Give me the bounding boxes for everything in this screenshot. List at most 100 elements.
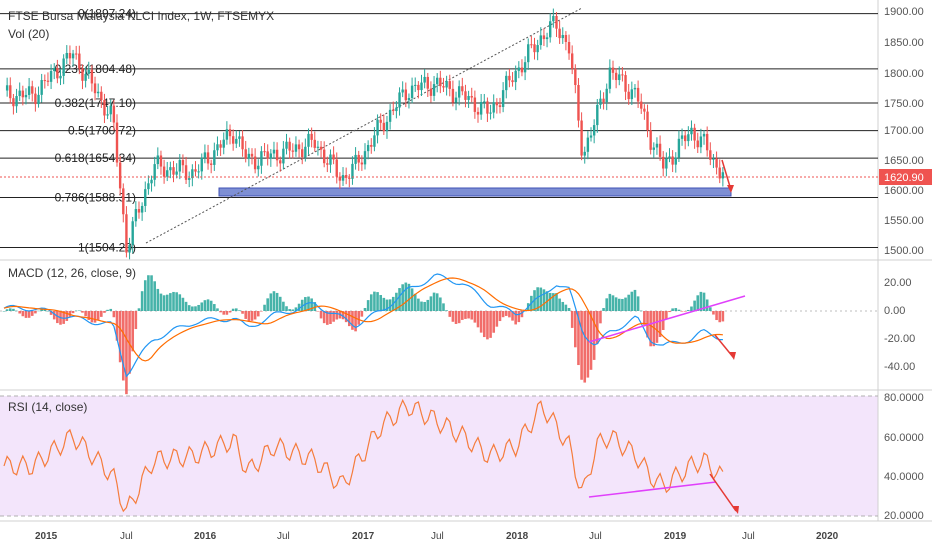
macd-histogram-bar xyxy=(200,302,204,311)
macd-histogram-bar xyxy=(655,311,659,343)
macd-histogram-bar xyxy=(71,311,75,314)
candle-body xyxy=(134,209,138,222)
macd-histogram-bar xyxy=(100,311,103,317)
macd-histogram-bar xyxy=(313,302,317,311)
macd-tick: -20.00 xyxy=(884,333,915,345)
candle-body xyxy=(150,179,153,184)
candle-body xyxy=(523,62,527,73)
macd-tick: -40.00 xyxy=(884,361,915,373)
candle-body xyxy=(605,88,608,103)
candle-body xyxy=(43,80,47,82)
candle-body xyxy=(539,35,542,46)
macd-histogram-bar xyxy=(56,311,59,324)
candle-body xyxy=(131,221,134,245)
candle-body xyxy=(257,165,260,170)
macd-histogram-bar xyxy=(683,311,687,312)
price-tick: 1500.00 xyxy=(884,245,924,257)
fibonacci-levels[interactable]: 0(1897.24) 0.236(1804.48) 0.382(1747.10) 0.… xyxy=(0,7,878,255)
candle-body xyxy=(351,163,354,179)
macd-histogram-bar xyxy=(213,304,216,311)
macd-histogram-bar xyxy=(429,296,433,311)
candle-body xyxy=(608,67,612,89)
macd-histogram-bar xyxy=(633,289,637,311)
candle-body xyxy=(366,144,370,152)
macd-divergence-line[interactable] xyxy=(588,295,746,343)
candle-body xyxy=(476,111,480,115)
macd-histogram-bar xyxy=(30,311,34,316)
macd-histogram-bar xyxy=(159,293,163,311)
candle-body xyxy=(250,153,254,157)
macd-histogram-bar xyxy=(445,310,448,311)
macd-histogram-bar xyxy=(508,311,511,318)
rsi-divergence-line[interactable] xyxy=(588,481,717,498)
candle-body xyxy=(589,135,593,138)
candle-body xyxy=(671,156,674,165)
macd-histogram-bar xyxy=(197,304,200,311)
macd-histogram-bar xyxy=(300,299,304,311)
candle-body xyxy=(219,144,222,148)
candle-body xyxy=(96,91,100,94)
candle-body xyxy=(718,167,721,179)
macd-histogram-bar xyxy=(263,304,266,311)
candle-body xyxy=(552,15,555,22)
candle-body xyxy=(194,169,197,172)
macd-histogram-bar xyxy=(74,310,78,312)
macd-histogram-bar xyxy=(548,292,552,311)
macd-histogram-bar xyxy=(125,311,128,395)
candle-body xyxy=(517,67,521,71)
macd-histogram-bar xyxy=(234,308,238,311)
macd-histogram-bar xyxy=(602,308,605,311)
price-pane[interactable] xyxy=(0,0,878,258)
macd-histogram-bar xyxy=(291,309,295,311)
candle-body xyxy=(586,137,590,152)
macd-histogram-bar xyxy=(250,311,254,321)
macd-histogram-bar xyxy=(413,293,417,311)
candle-body xyxy=(574,68,577,86)
macd-histogram-bar xyxy=(671,308,674,311)
macd-histogram-bar xyxy=(558,298,561,311)
trend-line[interactable] xyxy=(145,7,583,244)
rsi-arrow[interactable] xyxy=(709,473,737,512)
candle-body xyxy=(53,68,56,71)
macd-histogram-bar xyxy=(410,288,414,311)
candle-body xyxy=(577,85,580,121)
candle-body xyxy=(209,163,213,165)
macd-histogram-bar xyxy=(272,291,276,311)
macd-histogram-bar xyxy=(266,298,269,311)
candle-body xyxy=(486,101,489,114)
support-zone[interactable] xyxy=(218,187,732,197)
macd-histogram-bar xyxy=(103,311,106,313)
candle-body xyxy=(59,75,62,79)
macd-histogram-bar xyxy=(27,311,31,318)
candle-body xyxy=(611,67,615,73)
macd-histogram-bar xyxy=(112,311,116,318)
candle-body xyxy=(90,69,94,84)
price-tick: 1900.00 xyxy=(884,6,924,18)
macd-histogram-bar xyxy=(473,311,477,323)
macd-histogram-bar xyxy=(470,311,474,320)
candle-body xyxy=(442,86,445,88)
macd-histogram-bar xyxy=(687,309,690,311)
candle-body xyxy=(414,84,417,86)
candle-body xyxy=(263,151,266,153)
macd-histogram-bar xyxy=(282,301,285,311)
candle-body xyxy=(310,133,313,140)
macd-histogram-bar xyxy=(21,311,25,317)
candle-body xyxy=(709,150,712,160)
candle-body xyxy=(112,105,116,123)
candle-body xyxy=(561,35,564,39)
macd-histogram-bar xyxy=(495,311,499,327)
candle-body xyxy=(319,146,323,150)
macd-histogram-bar xyxy=(256,311,260,317)
candle-body xyxy=(511,80,514,83)
macd-histogram-bar xyxy=(244,311,248,319)
candle-body xyxy=(439,77,442,87)
macd-histogram-bar xyxy=(344,311,348,323)
candle-body xyxy=(382,122,386,132)
macd-histogram-bar xyxy=(187,305,191,311)
candle-body xyxy=(260,151,263,166)
macd-histogram-bar xyxy=(335,311,339,320)
candle-body xyxy=(407,97,411,101)
macd-signal-line xyxy=(3,277,723,362)
